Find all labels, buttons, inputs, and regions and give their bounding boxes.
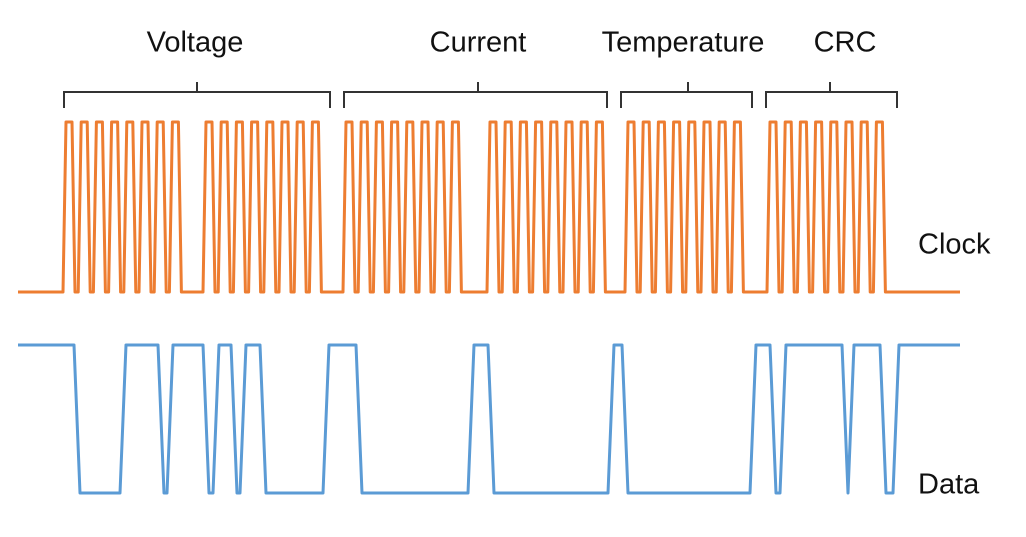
field-label: Current — [430, 27, 527, 59]
field-label: CRC — [814, 27, 877, 59]
bracket — [765, 82, 898, 108]
bracket — [620, 82, 753, 108]
field-label: Temperature — [602, 27, 765, 59]
brackets — [63, 82, 898, 108]
signal-label: Clock — [918, 229, 991, 261]
field-label: Voltage — [147, 27, 244, 59]
data-waveform — [18, 343, 960, 495]
signal-label: Data — [918, 469, 980, 501]
field-labels: Voltage Current Temperature CRC — [147, 27, 877, 59]
bracket — [343, 82, 608, 108]
clock-waveform — [18, 120, 960, 294]
bracket — [63, 82, 331, 108]
